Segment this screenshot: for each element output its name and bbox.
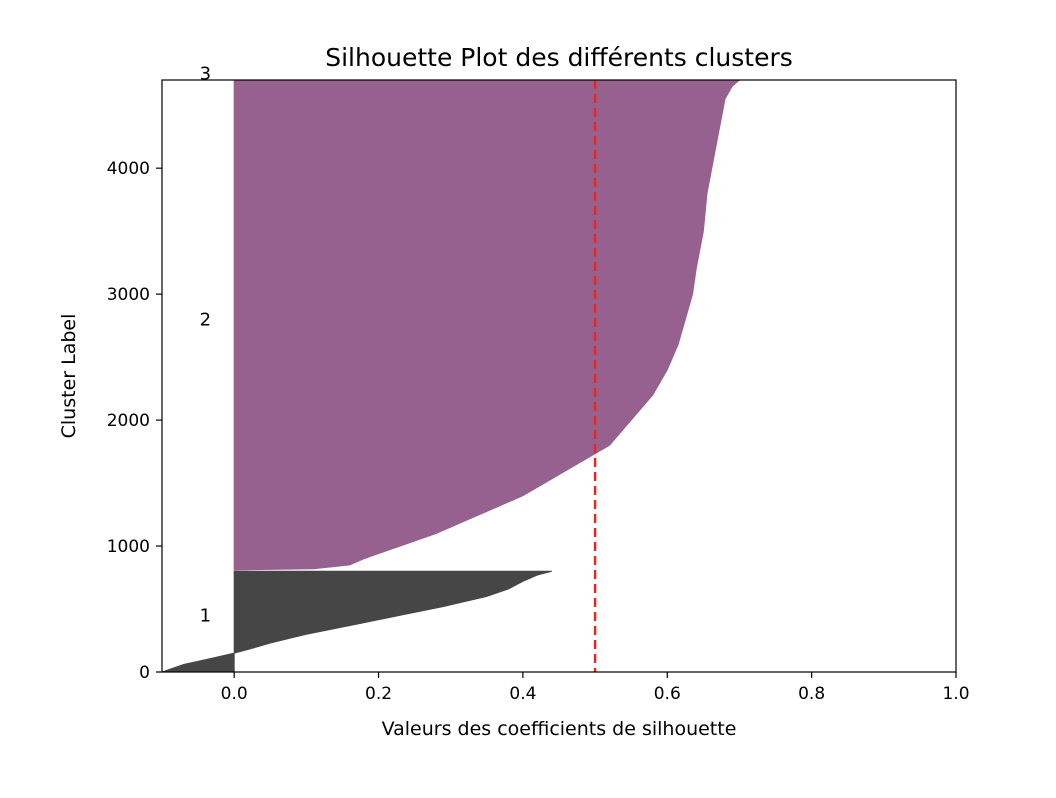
plot-frame	[161, 79, 957, 673]
x-tick-label: 0.8	[798, 684, 825, 704]
cluster-label-3: 3	[200, 64, 211, 85]
chart-title: Silhouette Plot des différents clusters	[325, 43, 793, 72]
cluster-label-2: 2	[200, 309, 211, 330]
plot-area: 1 2 3	[162, 64, 741, 672]
y-tick-label: 1000	[107, 537, 150, 557]
cluster-label-1: 1	[200, 605, 211, 626]
x-tick-label: 0.4	[509, 684, 536, 704]
y-axis-title: Cluster Label	[58, 314, 80, 439]
y-tick-label: 0	[139, 663, 150, 683]
y-tick-label: 4000	[107, 159, 150, 179]
y-axis: 0 1000 2000 3000 4000	[107, 159, 162, 683]
cluster-2-silhouette	[233, 80, 741, 571]
x-tick-label: 1.0	[942, 684, 969, 704]
y-tick-label: 3000	[107, 285, 150, 305]
x-tick-label: 0.6	[654, 684, 681, 704]
x-axis: 0.0 0.2 0.4 0.6 0.8 1.0	[221, 672, 970, 704]
x-tick-label: 0.0	[221, 684, 248, 704]
cluster-1-silhouette	[162, 570, 552, 672]
y-tick-label: 2000	[107, 411, 150, 431]
x-axis-title: Valeurs des coefficients de silhouette	[382, 718, 737, 740]
x-tick-label: 0.2	[365, 684, 392, 704]
